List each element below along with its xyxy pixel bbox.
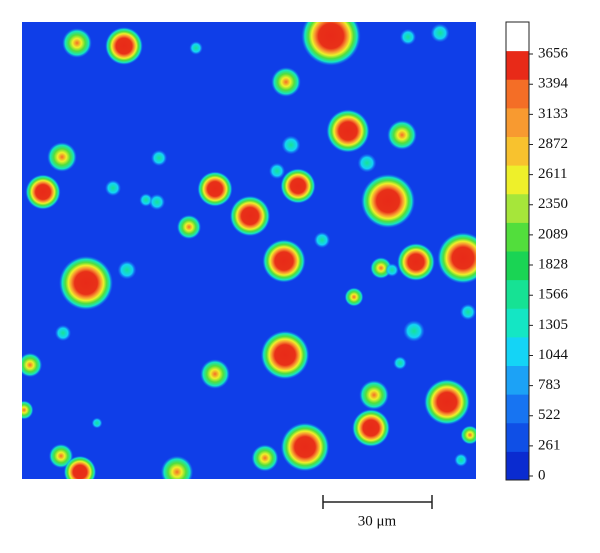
spot [150,149,168,167]
spot [160,455,194,479]
colorbar-tick-label: 2611 [538,166,567,182]
colorbar: 0 261 522 783 1044 1305 1566 1828 2089 2350 2611 28… [506,22,569,483]
colorbar-band [506,50,529,80]
spot [200,359,230,389]
colorbar-tick-label: 3394 [538,76,569,92]
colorbar-band [506,308,529,338]
spot [397,243,435,281]
spot [22,352,43,378]
spot [460,425,476,445]
spot [326,109,370,153]
spot [271,67,301,97]
spot [454,453,468,467]
spot [399,28,417,46]
spot [148,193,166,211]
spot [59,256,113,310]
map-spots [22,22,476,479]
colorbar-band [506,251,529,281]
spot [424,379,470,425]
spot [260,330,310,380]
spot [359,380,389,410]
colorbar-band [506,336,529,366]
spot [262,239,306,283]
spot [62,28,92,58]
colorbar-tick-label: 1305 [538,317,568,333]
spot [176,214,202,240]
spot [387,120,417,150]
colorbar-band [506,107,529,137]
spot [344,287,364,307]
colorbar-band [506,365,529,395]
spot [22,400,34,420]
spot [430,23,450,43]
colorbar-tick-label: 3133 [538,106,568,122]
colorbar-tick-label: 0 [538,467,546,483]
spot [189,41,203,55]
spot [280,168,316,204]
spot [437,232,476,284]
colorbar-band [506,165,529,195]
spot [25,174,61,210]
scale-bar: 30 μm [322,495,433,529]
spot [357,153,377,173]
colorbar-tick-label: 3656 [538,45,569,61]
spot [281,135,301,155]
spot [229,195,271,237]
colorbar-tick-label: 522 [538,407,561,423]
scale-label: 30 μm [358,513,397,529]
colorbar-band [506,422,529,452]
spot [251,444,279,472]
spot [91,417,103,429]
spot [117,260,137,280]
spot [280,422,330,472]
spot [352,409,390,447]
spot [459,303,476,321]
colorbar-band [506,79,529,109]
colorbar-tick-label: 261 [538,437,561,453]
spot [403,320,425,342]
spot [361,174,415,228]
colorbar-band [506,394,529,424]
spot [54,324,72,342]
colorbar-band [506,279,529,309]
spot [105,27,143,65]
map-background [22,22,476,479]
spot [385,263,399,277]
colorbar-tick-label: 2350 [538,196,568,212]
spot [301,22,361,66]
colorbar-frame [505,21,530,481]
colorbar-tick-label: 1828 [538,256,568,272]
colorbar-band [506,193,529,223]
spot [197,171,233,207]
spot [47,142,77,172]
colorbar-tick-label: 2872 [538,136,568,152]
colorbar-tick-label: 783 [538,377,561,393]
spot [63,455,97,479]
colorbar-band [506,451,529,481]
colorbar-tick-label: 1566 [538,287,569,303]
spot [313,231,331,249]
colorbar-band [506,136,529,166]
spot [268,162,286,180]
spot [48,443,74,469]
colorbar-tick-label: 1044 [538,347,569,363]
colorbar-tick-label: 2089 [538,226,568,242]
colorbar-band [506,222,529,252]
spot [104,179,122,197]
spot [393,356,407,370]
colorbar-band [506,22,529,52]
